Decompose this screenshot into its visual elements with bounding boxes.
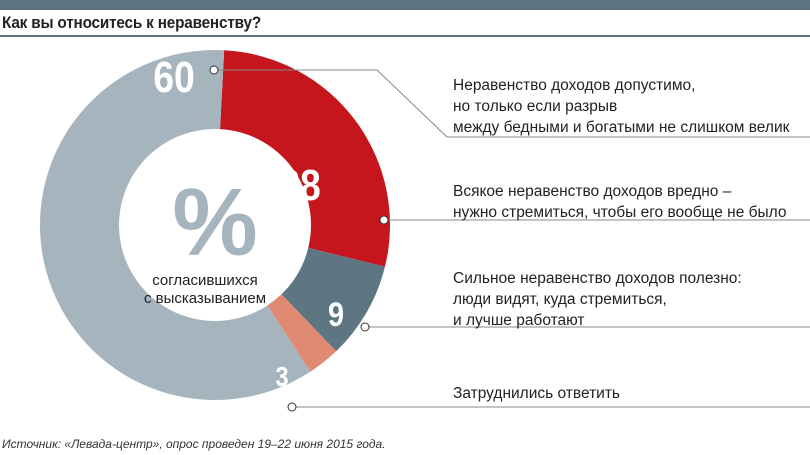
label-line: Всякое неравенство доходов вредно – [453,183,732,200]
label-60: Неравенство доходов допустимо, но только… [453,75,789,138]
label-9: Сильное неравенство доходов полезно: люд… [453,268,742,331]
label-line: и лучше работают [453,312,585,329]
label-line: Сильное неравенство доходов полезно: [453,270,742,287]
label-line: нужно стремиться, чтобы его вообще не бы… [453,204,787,221]
label-3: Затруднились ответить [453,383,620,404]
label-line: Неравенство доходов допустимо, [453,77,696,94]
label-28: Всякое неравенство доходов вредно – нужн… [453,181,787,223]
value-label-28: 28 [279,160,321,210]
title-rule [0,35,810,37]
center-label: с высказыванием [144,290,266,307]
leader-dot [209,65,219,75]
leader-line [214,69,810,138]
slice-60 [39,49,311,401]
label-line: но только если разрыв [453,98,618,115]
value-label-60: 60 [153,52,195,102]
label-line: между бедными и богатыми не слишком вели… [453,119,790,136]
center-label: согласившихся [152,272,257,289]
top-bar [0,0,810,10]
slice-9 [281,247,385,352]
slice-28 [220,50,390,267]
chart-title: Как вы относитесь к неравенству? [2,13,261,32]
leader-dot [379,215,389,225]
percent-symbol: % [172,169,257,276]
slice-3 [267,294,337,372]
value-label-3: 3 [275,360,288,392]
label-line: люди видят, куда стремиться, [453,291,667,308]
source-note: Источник: «Левада-центр», опрос проведен… [2,437,386,451]
leader-dot [287,402,297,412]
value-label-9: 9 [328,295,344,334]
label-line: Затруднились ответить [453,385,620,402]
leader-dot [360,322,370,332]
